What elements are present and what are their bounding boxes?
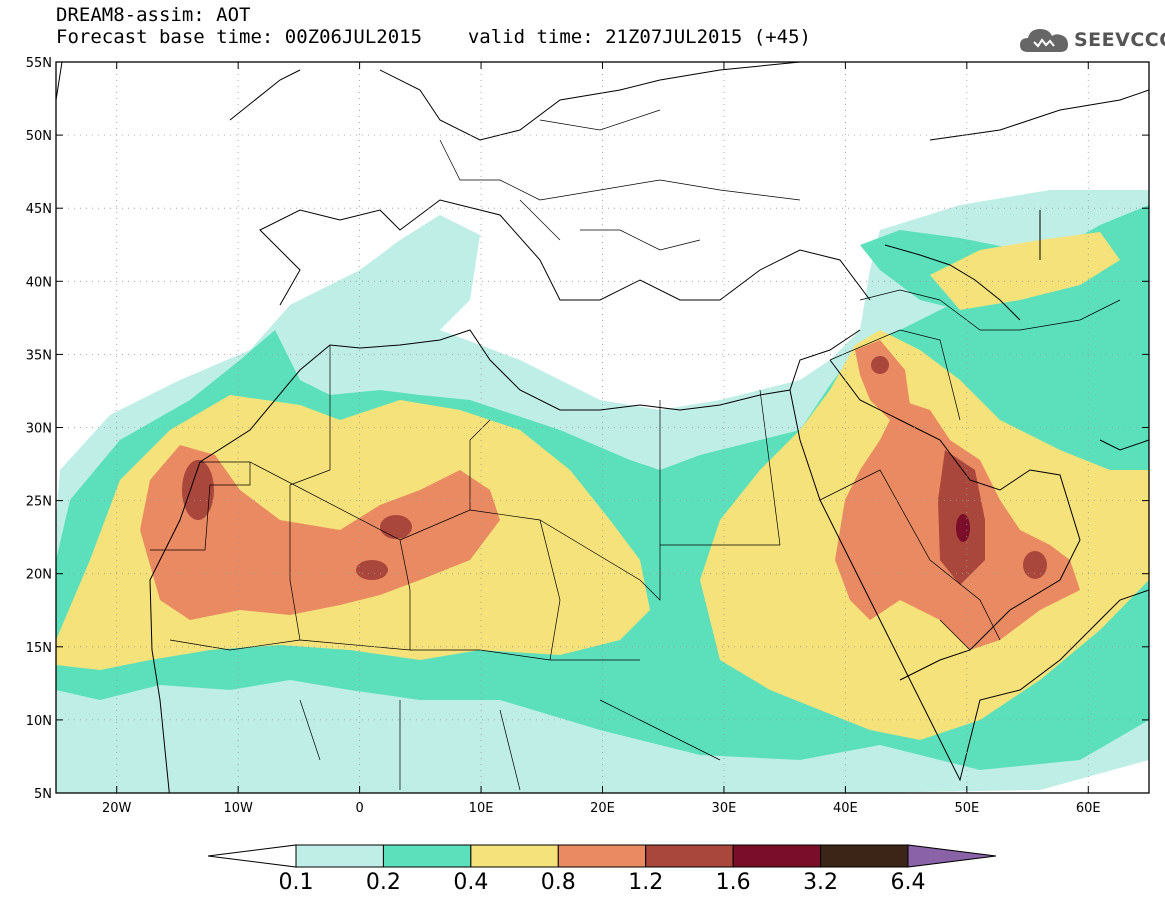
colorbar-level-label: 0.4	[453, 870, 488, 895]
lat-lon-grid	[56, 62, 1149, 793]
colorbar-under-arrow	[207, 844, 297, 868]
lat-tick-label: 40N	[26, 275, 52, 290]
lat-tick-label: 25N	[26, 495, 52, 510]
colorbar: 0.1 0.2 0.4 0.8 1.2 1.6 3.2 6.4	[207, 844, 997, 895]
colorbar-level-label: 1.6	[716, 870, 751, 895]
seevccc-logo: SEEVCCC	[1018, 22, 1165, 58]
lat-tick-label: 5N	[34, 787, 52, 802]
lat-tick-label: 15N	[26, 641, 52, 656]
coastlines	[56, 62, 1149, 793]
colorbar-level-label: 1.2	[628, 870, 663, 895]
colorbar-segment	[295, 844, 384, 868]
plot-header: DREAM8-assim: AOT Forecast base time: 00…	[56, 4, 811, 48]
logo-text: SEEVCCC	[1074, 29, 1165, 51]
lon-tick-label: 60E	[1076, 801, 1101, 816]
cloud-icon	[1020, 29, 1068, 52]
plot-title: DREAM8-assim: AOT	[56, 4, 251, 26]
lon-tick-label: 0	[355, 801, 363, 816]
colorbar-segment	[732, 844, 822, 868]
lon-tick-label: 50E	[954, 801, 979, 816]
colorbar-segment	[470, 844, 559, 868]
lon-tick-label: 10E	[469, 801, 494, 816]
aot-level-1.6	[956, 514, 970, 542]
lon-tick-label: 20W	[102, 801, 132, 816]
colorbar-level-label: 3.2	[803, 870, 838, 895]
forecast-base-time: Forecast base time: 00Z06JUL2015	[56, 26, 423, 48]
colorbar-segment	[557, 844, 647, 868]
lat-tick-label: 45N	[26, 202, 52, 217]
colorbar-level-label: 0.1	[279, 870, 314, 895]
colorbar-level-label: 0.8	[541, 870, 576, 895]
time-row: Forecast base time: 00Z06JUL2015 valid t…	[56, 26, 811, 48]
lat-tick-label: 35N	[26, 348, 52, 363]
colorbar-level-label: 6.4	[891, 870, 926, 895]
colorbar-level-label: 0.2	[366, 870, 401, 895]
colorbar-segment	[382, 844, 472, 868]
lat-axis: 55N 50N 45N 40N 35N 30N 25N 20N 15N 10N 5N	[26, 56, 1149, 802]
lat-tick-label: 30N	[26, 422, 52, 437]
country-borders	[150, 109, 1121, 791]
lat-tick-label: 55N	[26, 56, 52, 71]
lat-tick-label: 20N	[26, 568, 52, 583]
lon-tick-label: 20E	[590, 801, 615, 816]
aot-contours	[56, 62, 1149, 793]
lon-tick-label: 10W	[223, 801, 253, 816]
colorbar-segment	[645, 844, 734, 868]
lon-tick-label: 30E	[712, 801, 737, 816]
lon-tick-label: 40E	[833, 801, 858, 816]
colorbar-over-arrow	[907, 844, 997, 868]
lat-tick-label: 10N	[26, 714, 52, 729]
valid-time: valid time: 21Z07JUL2015 (+45)	[467, 26, 811, 48]
lon-axis: 20W 10W 0 10E 20E 30E 40E 50E 60E	[102, 62, 1101, 816]
colorbar-segment	[820, 844, 909, 868]
lat-tick-label: 50N	[26, 129, 52, 144]
